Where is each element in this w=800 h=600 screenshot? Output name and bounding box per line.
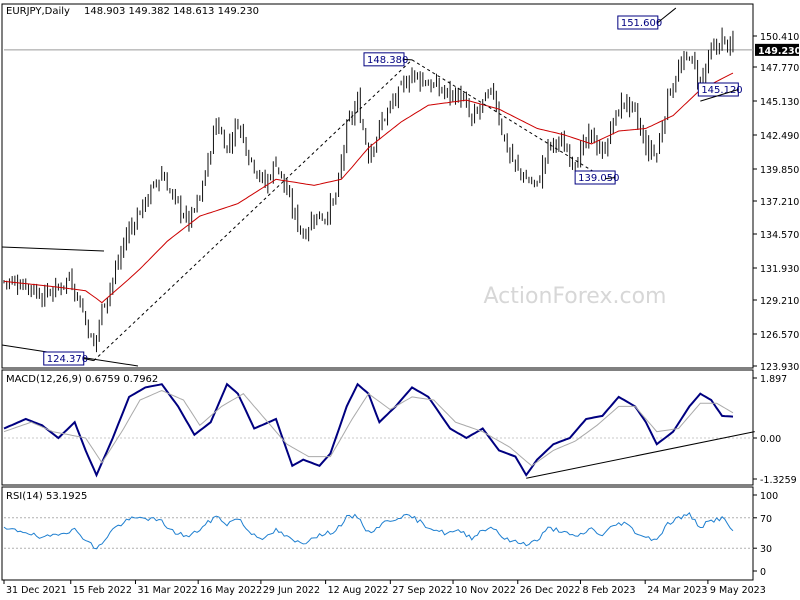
current-price-badge (755, 43, 799, 56)
macd-panel (1, 369, 754, 486)
watermark: ActionForex.com (484, 284, 667, 309)
x-axis-label: 29 Jun 2022 (263, 585, 320, 596)
price-axis-label: 131.930 (760, 264, 799, 275)
price-label-box (43, 351, 85, 366)
price-axis-label: 134.570 (760, 230, 799, 241)
x-axis-label: 26 Dec 2022 (520, 585, 581, 596)
rsi-axis-label: 100 (760, 491, 778, 502)
price-panel (1, 3, 754, 369)
price-label-text: 145.120 (701, 85, 742, 96)
macd-signal-line (3, 390, 734, 467)
price-axis-label: 126.570 (760, 330, 799, 341)
rsi-panel (1, 486, 754, 581)
price-axis-label: 137.210 (760, 197, 799, 208)
price-series-layer: 124.370 148.380 139.050 145.120 151.600 (1, 7, 743, 367)
symbol-title: EURJPY,Daily (6, 6, 70, 17)
x-axis-label: 8 Feb 2023 (582, 585, 635, 596)
price-axis-label: 123.930 (760, 362, 799, 373)
grid-layer (4, 49, 753, 549)
macd-axis-label: -1.3259 (760, 475, 797, 486)
x-axis-label: 12 Aug 2022 (328, 585, 389, 596)
x-axis-label: 9 May 2023 (710, 585, 766, 596)
rsi-axis-label: 30 (760, 544, 772, 555)
price-label-text: 139.050 (578, 173, 619, 184)
moving-average-line (3, 72, 734, 304)
channel-upper-line (1, 246, 105, 252)
price-label-connector (83, 358, 94, 362)
rsi-axis-label: 70 (760, 514, 772, 525)
price-axis-label: 145.130 (760, 97, 799, 108)
x-axis-label: 27 Sep 2022 (392, 585, 452, 596)
rsi-line (3, 511, 734, 550)
x-axis-label: 15 Feb 2022 (73, 585, 132, 596)
macd-trend-line (526, 431, 755, 479)
x-axis-label: 10 Nov 2022 (455, 585, 516, 596)
price-label-connector (605, 177, 616, 180)
price-axis-label: 139.850 (760, 165, 799, 176)
macd-axis-label: 0.00 (760, 434, 781, 445)
macd-series-layer (3, 382, 755, 479)
macd-title: MACD(12,26,9) 0.6759 0.7962 (6, 374, 158, 385)
ohlc-readout: 148.903 149.382 148.613 149.230 (84, 6, 259, 17)
axis-layer: 150.410 147.770 145.130 142.490 139.850 137.2… (3, 32, 800, 596)
price-label-text: 151.600 (621, 18, 662, 29)
dashed-trend-line (93, 59, 413, 362)
price-axis-label: 142.490 (760, 131, 799, 142)
macd-axis-label: 1.897 (760, 374, 787, 385)
rsi-axis-label: 0 (760, 567, 766, 578)
dashed-trend-line (411, 59, 606, 180)
x-axis-label: 31 Dec 2021 (6, 585, 67, 596)
price-label-text: 124.370 (47, 354, 88, 365)
price-axis-label: 150.410 (760, 32, 799, 43)
price-label-connector (657, 7, 677, 23)
price-axis-label: 129.210 (760, 296, 799, 307)
price-label-text: 148.380 (367, 55, 408, 66)
x-axis-label: 16 May 2022 (200, 585, 262, 596)
current-price-label: 149.230 (758, 46, 800, 57)
price-label-connector (403, 58, 413, 61)
x-axis-label: 31 Mar 2022 (137, 585, 197, 596)
price-label-connector (700, 89, 739, 102)
rsi-series-layer (3, 511, 734, 550)
price-axis-label: 147.770 (760, 63, 799, 74)
rsi-title: RSI(14) 53.1925 (6, 491, 87, 502)
x-axis-label: 24 Mar 2023 (647, 585, 707, 596)
